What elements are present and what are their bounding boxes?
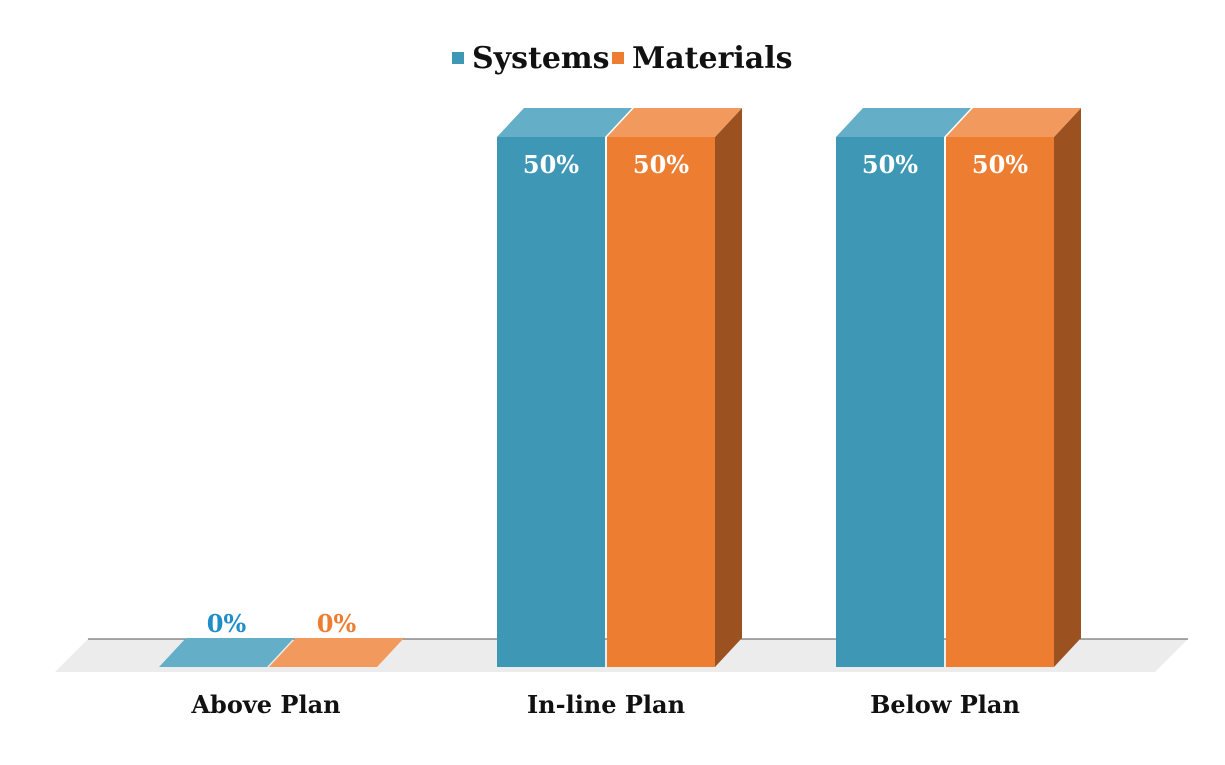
bar-front-materials-2: [946, 137, 1054, 667]
bar-side-materials-2: [1054, 108, 1081, 667]
bar-systems-0: [159, 638, 294, 667]
bar-top-systems-2: [836, 108, 971, 137]
legend: Systems Materials: [452, 41, 793, 76]
bar-top-materials-2: [946, 108, 1081, 137]
legend-swatch-materials: [612, 52, 624, 64]
legend-label-materials: Materials: [632, 41, 793, 76]
data-label-systems-1: 50%: [523, 150, 579, 179]
bar-systems-2: [836, 108, 971, 667]
bar-systems-1: [497, 108, 632, 667]
bar-top-systems-1: [497, 108, 632, 137]
legend-label-systems: Systems: [472, 41, 610, 76]
data-label-materials-2: 50%: [972, 150, 1028, 179]
bar-top-materials-1: [607, 108, 742, 137]
bar-front-systems-2: [836, 137, 944, 667]
data-label-systems-2: 50%: [862, 150, 918, 179]
category-labels: Above Plan In-line Plan Below Plan: [190, 690, 1020, 719]
category-label-2: Below Plan: [870, 690, 1020, 719]
bar-front-materials-1: [607, 137, 715, 667]
data-label-systems-0: 0%: [207, 609, 247, 638]
bar-top-systems-0: [159, 638, 294, 667]
bar-materials-2: [946, 108, 1081, 667]
bar-side-materials-1: [715, 108, 742, 667]
bar-top-materials-0: [269, 638, 404, 667]
data-labels: 0% 0% 50% 50% 50% 50%: [207, 150, 1029, 638]
data-label-materials-1: 50%: [633, 150, 689, 179]
data-label-materials-0: 0%: [317, 609, 357, 638]
bar-materials-0: [269, 638, 404, 667]
bar-front-systems-1: [497, 137, 605, 667]
bar-materials-1: [607, 108, 742, 667]
bars: [159, 108, 1081, 667]
category-label-0: Above Plan: [190, 690, 340, 719]
legend-swatch-systems: [452, 52, 464, 64]
category-label-1: In-line Plan: [527, 690, 685, 719]
